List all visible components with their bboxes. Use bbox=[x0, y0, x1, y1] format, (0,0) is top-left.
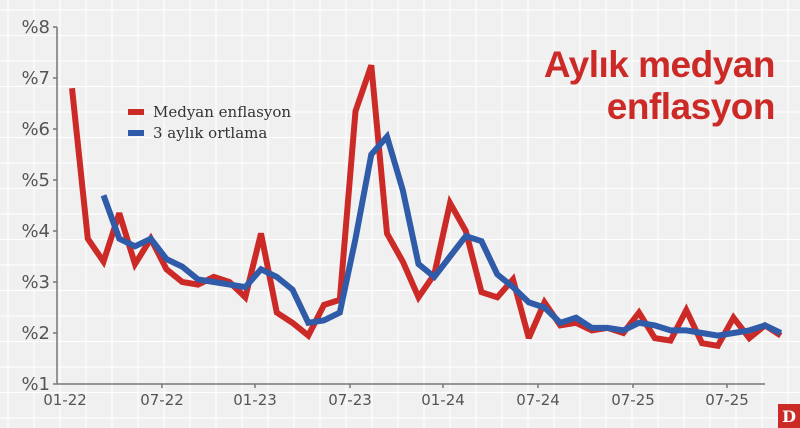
y-tick-label: %4 bbox=[21, 221, 50, 242]
y-tick-label: %2 bbox=[21, 323, 50, 344]
x-tick-label: 01-22 bbox=[43, 391, 87, 409]
logo-letter: D bbox=[782, 407, 796, 426]
publisher-logo: D bbox=[778, 404, 800, 428]
series-layer bbox=[69, 64, 783, 350]
x-tick-label: 07-25 bbox=[611, 391, 655, 409]
x-tick-label: 01-23 bbox=[233, 391, 277, 409]
chart-title-line-2: enflasyon bbox=[607, 86, 775, 127]
y-tick-label: %5 bbox=[21, 170, 50, 191]
x-tick-label: 07-22 bbox=[140, 391, 184, 409]
y-tick-label: %7 bbox=[21, 68, 50, 89]
legend-item-median: Medyan enflasyon bbox=[128, 103, 291, 121]
y-tick-label: %8 bbox=[21, 17, 50, 38]
x-tick-label: 07-24 bbox=[516, 391, 560, 409]
x-tick-label: 07-25 bbox=[705, 391, 749, 409]
series-line-median-inflation bbox=[69, 64, 783, 350]
y-axis: %8 %7 %6 %5 %4 %3 %2 %1 bbox=[21, 17, 58, 395]
x-axis: 01-22 07-22 01-23 07-23 01-24 07-24 07-25 07-25 bbox=[43, 383, 765, 409]
x-tick-label: 01-24 bbox=[421, 391, 465, 409]
legend-item-average: 3 aylık ortlama bbox=[128, 124, 267, 142]
legend: Medyan enflasyon 3 aylık ortlama bbox=[128, 103, 291, 142]
series-line-3-month-average bbox=[100, 130, 783, 339]
x-tick-label: 07-23 bbox=[328, 391, 372, 409]
legend-swatch-red bbox=[128, 109, 144, 115]
legend-label-median: Medyan enflasyon bbox=[153, 103, 291, 121]
legend-swatch-blue bbox=[128, 130, 144, 136]
y-tick-label: %6 bbox=[21, 119, 50, 140]
y-tick-label: %3 bbox=[21, 272, 50, 293]
y-tick-label: %1 bbox=[21, 374, 50, 395]
legend-label-average: 3 aylık ortlama bbox=[153, 124, 267, 142]
chart-title-line-1: Aylık medyan bbox=[544, 44, 775, 85]
logo-box bbox=[778, 404, 800, 428]
